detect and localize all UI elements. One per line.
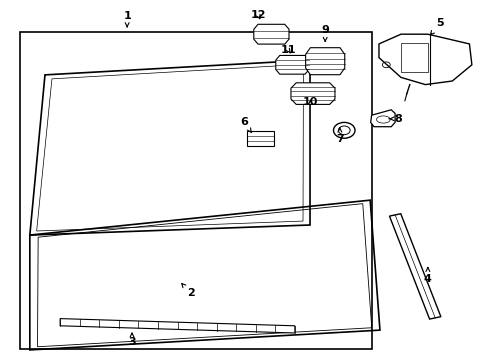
Polygon shape (275, 55, 308, 74)
Text: 11: 11 (280, 45, 296, 55)
Text: 12: 12 (250, 10, 265, 20)
Circle shape (338, 126, 349, 135)
Polygon shape (378, 34, 471, 85)
Polygon shape (247, 131, 273, 146)
Polygon shape (370, 110, 394, 127)
Bar (20, 32, 371, 349)
Polygon shape (388, 214, 440, 319)
Polygon shape (305, 48, 344, 75)
Text: 7: 7 (335, 128, 343, 144)
Text: 1: 1 (123, 11, 131, 27)
Text: 2: 2 (182, 283, 194, 298)
Circle shape (333, 122, 354, 138)
Text: 5: 5 (429, 18, 443, 35)
Text: 8: 8 (388, 114, 402, 124)
Bar (400, 43, 427, 72)
Text: 4: 4 (423, 267, 431, 284)
Text: 3: 3 (128, 333, 136, 347)
Polygon shape (60, 319, 294, 333)
Text: 6: 6 (240, 117, 251, 132)
Text: 10: 10 (302, 96, 318, 107)
Text: 9: 9 (321, 24, 328, 41)
Polygon shape (290, 83, 334, 104)
Polygon shape (253, 24, 288, 44)
